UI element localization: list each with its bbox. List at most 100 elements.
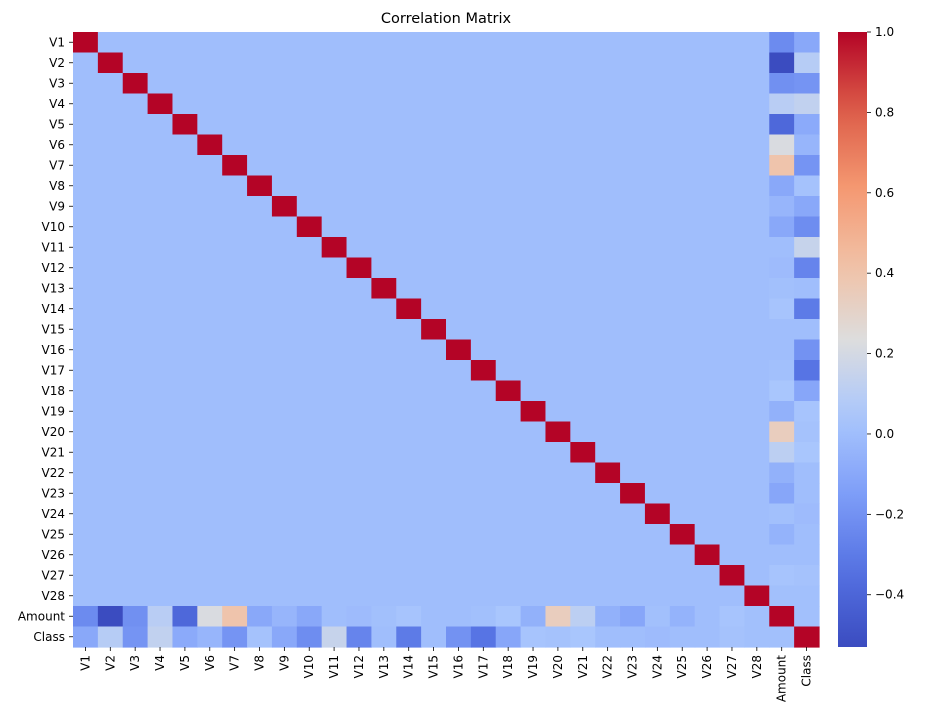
heatmap-cell-V16-V14 — [396, 339, 422, 361]
heatmap-cell-V3-V7 — [222, 73, 248, 95]
heatmap-cell-V23-V1 — [73, 483, 99, 505]
heatmap-cell-V24-V17 — [470, 503, 497, 525]
heatmap-cell-V5-V26 — [694, 114, 721, 136]
heatmap-cell-V12-V1 — [73, 257, 99, 279]
heatmap-cell-V1-V18 — [495, 32, 522, 54]
heatmap-cell-V24-V1 — [73, 503, 99, 525]
heatmap-cell-Class-V5 — [172, 626, 198, 648]
heatmap-cell-V25-Class — [794, 524, 820, 546]
heatmap-cell-V24-V12 — [346, 503, 372, 525]
heatmap-cell-V23-V24 — [644, 483, 671, 505]
heatmap-cell-V22-V25 — [669, 462, 696, 484]
heatmap-cell-V12-V25 — [669, 257, 696, 279]
heatmap-cell-V7-V15 — [421, 155, 447, 177]
heatmap-cell-V8-V17 — [470, 175, 497, 197]
heatmap-cell-V13-Class — [794, 278, 820, 300]
heatmap-cell-V3-V14 — [396, 73, 422, 95]
heatmap-cell-Class-V26 — [694, 626, 721, 648]
heatmap-cell-V19-Class — [794, 401, 820, 423]
heatmap-cell-V16-V20 — [545, 339, 571, 361]
heatmap-cell-V16-V26 — [694, 339, 721, 361]
heatmap-cell-V16-V21 — [570, 339, 596, 361]
heatmap-cell-V20-V17 — [470, 421, 497, 443]
heatmap-cell-V6-V3 — [122, 134, 149, 156]
y-tick-label-V16: V16 — [42, 343, 65, 357]
heatmap-cell-V8-V4 — [147, 175, 174, 197]
heatmap-cell-V10-V8 — [247, 216, 273, 238]
heatmap-cell-V6-V19 — [520, 134, 547, 156]
heatmap-cell-V5-V27 — [719, 114, 745, 136]
heatmap-cell-V22-V27 — [719, 462, 745, 484]
heatmap-cell-V4-Amount — [769, 93, 795, 115]
heatmap-cell-V13-V27 — [719, 278, 745, 300]
heatmap-cell-V4-V9 — [271, 93, 298, 115]
heatmap-cell-V4-V20 — [545, 93, 571, 115]
heatmap-cell-V16-V5 — [172, 339, 198, 361]
heatmap-cell-Amount-V10 — [296, 606, 323, 628]
heatmap-cell-V23-V12 — [346, 483, 372, 505]
heatmap-cell-V10-V11 — [321, 216, 348, 238]
heatmap-cell-V17-Class — [794, 360, 820, 382]
heatmap-cell-V3-V9 — [271, 73, 298, 95]
heatmap-cell-V21-V5 — [172, 442, 198, 464]
heatmap-cell-V11-V27 — [719, 237, 745, 259]
heatmap-cell-V5-V5 — [172, 114, 198, 136]
heatmap-cell-V7-V24 — [644, 155, 671, 177]
heatmap-cell-V16-V7 — [222, 339, 248, 361]
heatmap-cell-V10-V17 — [470, 216, 497, 238]
heatmap-cell-V28-V9 — [271, 585, 298, 607]
heatmap-cell-V24-V24 — [644, 503, 671, 525]
heatmap-cell-V18-V7 — [222, 380, 248, 402]
heatmap-cell-V15-V8 — [247, 319, 273, 341]
heatmap-cell-V3-V12 — [346, 73, 372, 95]
heatmap-cell-V21-V24 — [644, 442, 671, 464]
heatmap-cell-V2-V26 — [694, 52, 721, 74]
heatmap-cell-V10-V12 — [346, 216, 372, 238]
heatmap-cell-V1-V14 — [396, 32, 422, 54]
heatmap-cell-V24-V26 — [694, 503, 721, 525]
heatmap-cell-Class-V27 — [719, 626, 745, 648]
heatmap-cell-V21-V18 — [495, 442, 522, 464]
y-tick-label-V20: V20 — [42, 425, 65, 439]
heatmap-cell-V28-V17 — [470, 585, 497, 607]
heatmap-cell-V11-V26 — [694, 237, 721, 259]
heatmap-cell-V3-V20 — [545, 73, 571, 95]
colorbar-tick-label: −0.4 — [875, 588, 904, 602]
heatmap-cell-V14-V8 — [247, 298, 273, 320]
heatmap-cell-V15-V13 — [371, 319, 397, 341]
heatmap-cell-V14-V22 — [595, 298, 621, 320]
heatmap-cell-V24-V23 — [620, 503, 646, 525]
heatmap-cell-V4-V13 — [371, 93, 397, 115]
heatmap-cell-V7-V18 — [495, 155, 522, 177]
heatmap-cell-V6-V14 — [396, 134, 422, 156]
heatmap-cell-V22-V24 — [644, 462, 671, 484]
heatmap-cell-V9-V26 — [694, 196, 721, 218]
heatmap-cell-V7-V19 — [520, 155, 547, 177]
heatmap-cell-V5-V21 — [570, 114, 596, 136]
heatmap-cell-Class-V13 — [371, 626, 397, 648]
heatmap-cell-V22-V14 — [396, 462, 422, 484]
heatmap-cell-V19-V27 — [719, 401, 745, 423]
heatmap-cell-V12-V8 — [247, 257, 273, 279]
heatmap-cell-V17-V13 — [371, 360, 397, 382]
heatmap-cell-V5-V23 — [620, 114, 646, 136]
heatmap-cell-V17-V1 — [73, 360, 99, 382]
heatmap-cell-V27-V7 — [222, 565, 248, 587]
heatmap-cell-Class-V28 — [744, 626, 770, 648]
heatmap-cell-V12-V12 — [346, 257, 372, 279]
heatmap-cell-V21-V27 — [719, 442, 745, 464]
heatmap-cell-V4-V2 — [97, 93, 124, 115]
heatmap-cell-V1-V9 — [271, 32, 298, 54]
heatmap-cell-V12-V18 — [495, 257, 522, 279]
heatmap-cell-V13-V15 — [421, 278, 447, 300]
heatmap-cell-V17-V16 — [446, 360, 472, 382]
heatmap-cell-V5-Amount — [769, 114, 795, 136]
heatmap-cell-V27-V12 — [346, 565, 372, 587]
heatmap-cell-V2-V16 — [446, 52, 472, 74]
x-tick-label-V12: V12 — [352, 655, 366, 678]
heatmap-cell-V3-V2 — [97, 73, 124, 95]
heatmap-cell-V28-V11 — [321, 585, 348, 607]
heatmap-cell-V14-Amount — [769, 298, 795, 320]
heatmap-cell-V21-V3 — [122, 442, 149, 464]
heatmap-cell-V27-V28 — [744, 565, 770, 587]
